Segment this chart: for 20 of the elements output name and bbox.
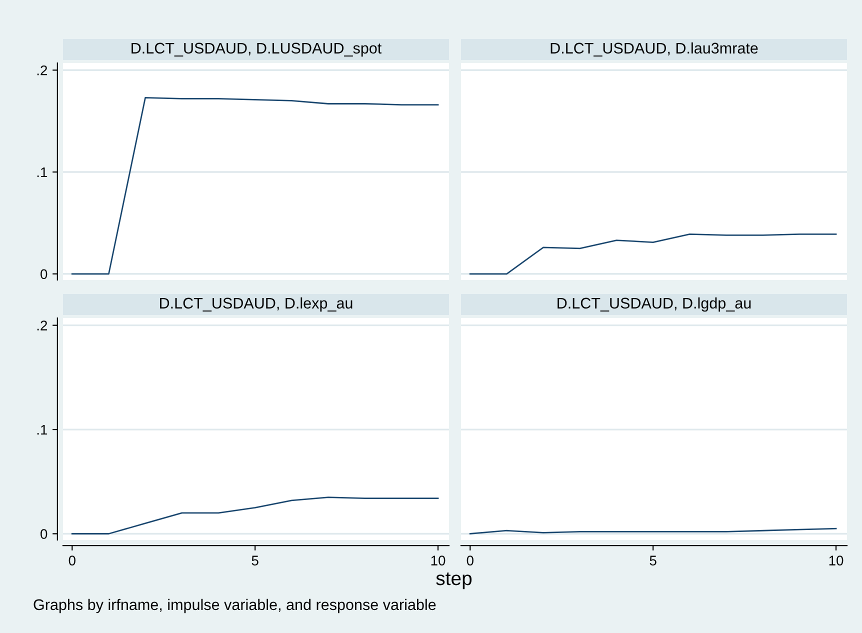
x-tick-label: 0: [466, 556, 474, 566]
y-tick-label: .1: [37, 425, 48, 435]
x-tick-label: 10: [431, 556, 446, 566]
x-axis-title: step: [436, 572, 472, 590]
x-tick-label: 0: [68, 556, 76, 566]
y-tick-label: 0: [40, 529, 48, 539]
line-series: [71, 96, 439, 275]
y-tick-label: .2: [37, 320, 48, 330]
line-series: [71, 496, 439, 534]
chart-title: D.LCT_USDAUD, D.lexp_au: [160, 297, 352, 312]
y-tick-label: .2: [37, 65, 48, 76]
chart-title: D.LCT_USDAUD, D.LUSDAUD_spot: [132, 42, 382, 57]
x-tick-label: 5: [650, 556, 656, 566]
text: Graphs by irfname, impulse variable, and response variable: [34, 598, 436, 614]
y-tick-label: 0: [40, 269, 48, 280]
x-tick-label: 10: [829, 556, 844, 566]
x-tick-label: 5: [252, 556, 258, 566]
y-tick-label: .1: [37, 167, 48, 178]
chart-title: D.LCT_USDAUD, D.lgdp_au: [558, 297, 751, 312]
chart-title: D.LCT_USDAUD, D.lau3mrate: [550, 42, 758, 56]
